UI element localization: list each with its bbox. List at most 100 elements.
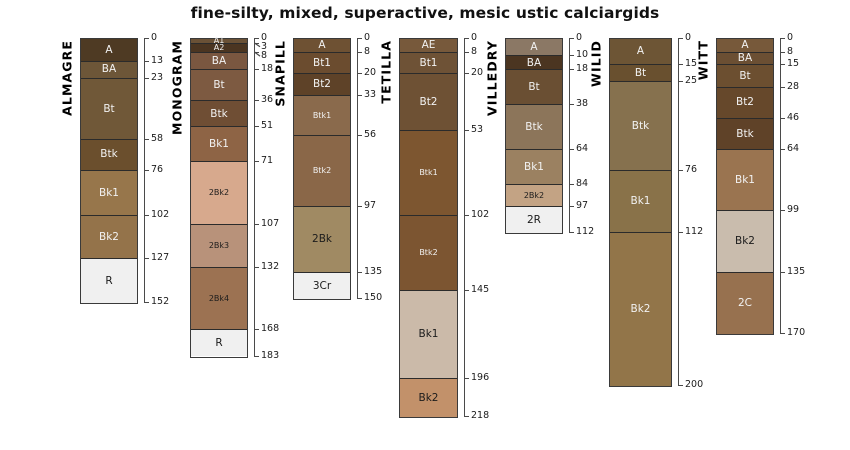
horizon-segment[interactable]: BA xyxy=(506,56,562,71)
horizon-segment[interactable]: A xyxy=(81,39,137,62)
horizon-segment[interactable]: Btk xyxy=(191,101,247,128)
horizon-segment[interactable]: Bk1 xyxy=(506,150,562,185)
horizon-label: Btk xyxy=(736,127,754,140)
horizon-segment[interactable]: A2 xyxy=(191,44,247,53)
horizon-label: 2Bk3 xyxy=(208,240,230,250)
depth-tick xyxy=(780,86,785,88)
depth-tick xyxy=(569,183,574,185)
horizon-segment[interactable]: Bt xyxy=(717,65,773,88)
horizon-segment[interactable]: Bk1 xyxy=(400,290,457,380)
horizon-segment[interactable]: Btk xyxy=(717,118,773,151)
horizon-segment[interactable]: 2Bk2 xyxy=(191,162,247,225)
horizon-segment[interactable]: 2C xyxy=(717,273,773,334)
horizon-segment[interactable]: AE xyxy=(400,39,457,53)
depth-value-label: 0 xyxy=(787,32,794,43)
depth-tick xyxy=(569,103,574,105)
horizon-segment[interactable]: R xyxy=(81,259,137,303)
horizon-label: A xyxy=(741,39,749,52)
horizon-segment[interactable]: Btk2 xyxy=(294,136,350,208)
horizon-segment[interactable]: Bt xyxy=(610,65,671,83)
horizon-segment[interactable]: Bk1 xyxy=(191,127,247,163)
horizon-segment[interactable]: Bk1 xyxy=(610,170,671,234)
horizon-label: 2C xyxy=(737,297,752,310)
horizon-label: Bt1 xyxy=(312,56,331,69)
horizon-label: Bt2 xyxy=(312,78,331,91)
depth-value-label: 8 xyxy=(471,45,478,57)
depth-value-label: 71 xyxy=(261,155,274,167)
depth-value-label: 0 xyxy=(364,32,371,43)
depth-tick xyxy=(357,135,362,137)
horizon-segment[interactable]: Btk xyxy=(81,139,137,171)
profile-bar: A BA Bt Btk Bk1 2Bk2 2R xyxy=(505,38,563,235)
depth-value-label: 107 xyxy=(261,217,280,229)
depth-value-label: 25 xyxy=(685,75,698,87)
depth-tick xyxy=(780,117,785,119)
horizon-segment[interactable]: BA xyxy=(81,61,137,79)
depth-value-label: 8 xyxy=(787,45,794,57)
horizon-segment[interactable]: Btk1 xyxy=(400,130,457,216)
horizon-segment[interactable]: 2Bk2 xyxy=(506,184,562,208)
depth-tick xyxy=(569,38,574,39)
horizon-segment[interactable]: Bt2 xyxy=(400,73,457,131)
horizon-segment[interactable]: Bk2 xyxy=(400,379,457,418)
horizon-segment[interactable]: Bk1 xyxy=(81,170,137,216)
horizon-label: Bt xyxy=(739,69,751,82)
horizon-segment[interactable]: Bt xyxy=(191,70,247,102)
depth-tick xyxy=(254,126,259,128)
horizon-segment[interactable]: Bt xyxy=(506,70,562,105)
depth-axis xyxy=(780,38,781,333)
horizon-segment[interactable]: 3Cr xyxy=(294,273,350,300)
horizon-segment[interactable]: 2R xyxy=(506,207,562,234)
horizon-segment[interactable]: Bt2 xyxy=(717,87,773,119)
depth-value-label: 76 xyxy=(151,163,164,175)
horizon-label: Btk xyxy=(631,119,650,132)
horizon-segment[interactable]: Bk1 xyxy=(717,150,773,211)
horizon-segment[interactable]: 2Bk3 xyxy=(191,224,247,269)
horizon-segment[interactable]: Btk xyxy=(610,82,671,171)
horizon-segment[interactable]: Bk2 xyxy=(717,210,773,274)
horizon-segment[interactable]: A1 xyxy=(191,37,247,45)
depth-tick xyxy=(464,129,469,131)
horizon-segment[interactable]: Bk2 xyxy=(81,215,137,260)
depth-tick xyxy=(464,416,469,418)
depth-value-label: 97 xyxy=(576,200,589,212)
horizon-segment[interactable]: A xyxy=(610,39,671,66)
horizon-segment[interactable]: A xyxy=(294,39,350,53)
depth-value-label: 58 xyxy=(151,132,164,144)
horizon-label: 2R xyxy=(527,214,541,227)
horizon-segment[interactable]: Bt1 xyxy=(294,52,350,74)
horizon-segment[interactable]: Btk xyxy=(506,104,562,151)
horizon-label: R xyxy=(105,274,113,287)
depth-tick xyxy=(780,272,785,274)
depth-tick xyxy=(569,149,574,151)
horizon-segment[interactable]: A xyxy=(506,39,562,57)
depth-value-label: 218 xyxy=(471,410,490,422)
horizon-segment[interactable]: Bt2 xyxy=(294,73,350,97)
horizon-segment[interactable]: R xyxy=(191,330,247,357)
depth-value-label: 28 xyxy=(787,80,800,92)
horizon-segment[interactable]: 2Bk4 xyxy=(191,268,247,331)
horizon-segment[interactable]: Btk1 xyxy=(294,96,350,137)
horizon-label: Btk xyxy=(100,148,118,161)
horizon-segment[interactable]: Btk2 xyxy=(400,215,457,291)
depth-tick xyxy=(144,258,149,260)
horizon-label: Btk xyxy=(210,107,228,120)
depth-tick xyxy=(780,149,785,151)
horizon-segment[interactable]: BA xyxy=(191,52,247,71)
profile-bar: A Bt Btk Bk1 Bk2 xyxy=(609,38,672,387)
horizon-label: A2 xyxy=(213,43,225,53)
depth-value-label: 8 xyxy=(364,45,371,57)
horizon-label: 2Bk xyxy=(312,233,332,246)
horizon-segment[interactable]: Bk2 xyxy=(610,233,671,386)
horizon-segment[interactable]: 2Bk xyxy=(294,207,350,274)
horizon-label: Btk xyxy=(525,120,543,133)
horizon-segment[interactable]: A xyxy=(717,39,773,53)
horizon-label: Bk1 xyxy=(735,173,755,186)
horizon-label: A xyxy=(318,39,326,52)
horizon-segment[interactable]: Bt xyxy=(81,78,137,140)
horizon-label: Btk2 xyxy=(312,166,332,176)
horizon-segment[interactable]: BA xyxy=(717,52,773,66)
depth-value-label: 76 xyxy=(685,163,698,175)
horizon-segment[interactable]: Bt1 xyxy=(400,52,457,74)
horizon-label: 2Bk2 xyxy=(523,190,545,200)
